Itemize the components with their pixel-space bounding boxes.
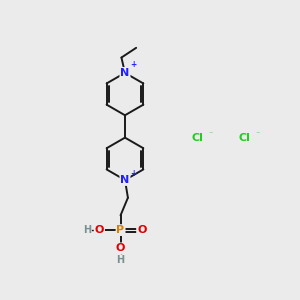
Text: N: N [120, 68, 130, 78]
Text: +: + [130, 169, 136, 178]
Text: ⁻: ⁻ [255, 129, 260, 138]
Text: N: N [120, 175, 130, 185]
Text: P: P [116, 225, 124, 235]
Text: O: O [137, 225, 146, 235]
Text: H: H [116, 255, 124, 265]
Text: O: O [116, 243, 125, 253]
Text: +: + [130, 60, 136, 69]
Text: Cl: Cl [191, 133, 203, 143]
Text: Cl: Cl [238, 133, 250, 143]
Text: H: H [83, 225, 91, 235]
Text: O: O [95, 225, 104, 235]
Text: ⁻: ⁻ [208, 129, 212, 138]
